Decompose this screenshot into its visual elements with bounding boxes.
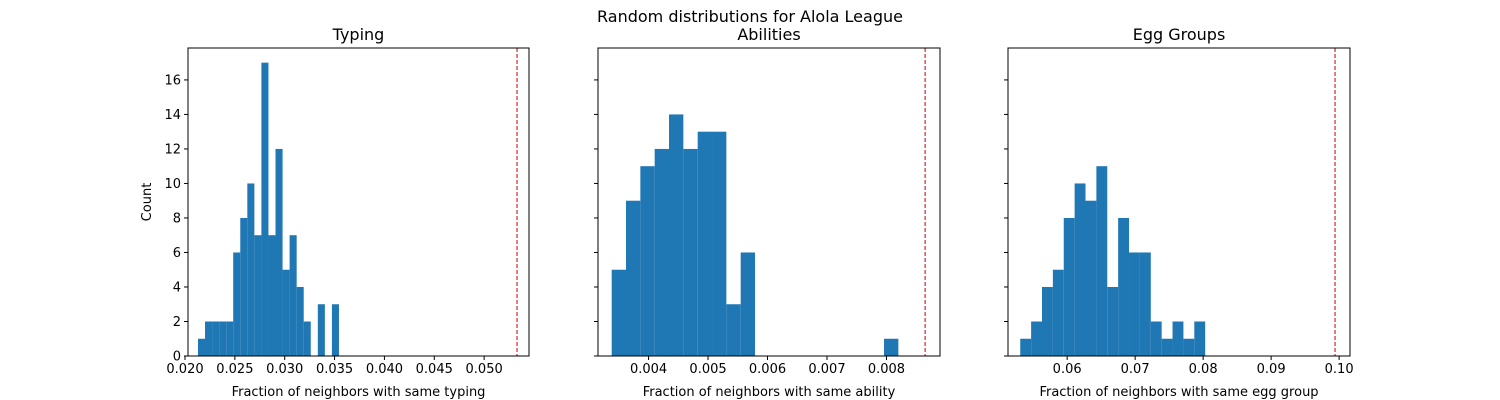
x-tick-label: 0.10 — [1325, 362, 1354, 377]
histogram-bar — [1042, 286, 1053, 356]
x-tick-label: 0.008 — [868, 362, 905, 377]
axes-frame — [1007, 47, 1351, 357]
x-tick-label: 0.07 — [1121, 362, 1150, 377]
histogram-bar — [611, 269, 627, 356]
histogram-bar — [1118, 217, 1130, 356]
panel-title: Typing — [332, 25, 385, 44]
panels-group: 0.020 0.025 0.030 0.035 0.040 0.045 0.050 0 2 4 6 8… — [140, 25, 1354, 400]
panel-title: Abilities — [737, 25, 800, 44]
x-tick-label: 0.025 — [216, 362, 253, 377]
y-tick-label: 12 — [164, 142, 181, 157]
panel-title: Egg Groups — [1133, 25, 1226, 44]
histogram-bar — [303, 321, 311, 356]
x-tick-label: 0.004 — [630, 362, 667, 377]
histogram-bar — [212, 321, 220, 356]
y-tick-label: 8 — [173, 211, 181, 226]
histogram-bar — [317, 304, 325, 356]
x-tick-label: 0.09 — [1257, 362, 1286, 377]
histogram-bar — [268, 235, 276, 356]
histogram-bar — [261, 62, 269, 357]
histogram-bar — [626, 200, 641, 356]
histogram-bar — [1194, 321, 1206, 356]
axes-frame — [187, 47, 530, 357]
x-tick-label: 0.030 — [266, 362, 303, 377]
x-axis-label: Fraction of neighbors with same ability — [643, 385, 896, 400]
histogram-bar — [712, 131, 727, 356]
histogram-bar — [331, 304, 339, 356]
histogram-bar — [654, 148, 670, 356]
histogram-bar — [683, 148, 698, 356]
histogram-bar — [1129, 252, 1140, 356]
histogram-bar — [1085, 200, 1097, 356]
histogram-bar — [884, 338, 899, 356]
histogram-bar — [254, 235, 262, 356]
histogram-bar — [669, 114, 684, 357]
y-tick-label: 2 — [173, 315, 181, 330]
y-tick-label: 16 — [164, 73, 181, 88]
histogram-bar — [1161, 338, 1173, 356]
histogram-bar — [205, 321, 213, 356]
y-axis-label: Count — [140, 183, 155, 222]
x-tick-label: 0.045 — [416, 362, 453, 377]
figure-title: Random distributions for Alola League — [597, 7, 903, 26]
x-tick-label: 0.08 — [1189, 362, 1218, 377]
histogram-bar — [233, 252, 241, 356]
histogram-bar — [282, 269, 290, 356]
histogram-bar — [1172, 321, 1184, 356]
histogram-bar — [197, 338, 206, 356]
histogram-bar — [1020, 338, 1032, 356]
x-tick-label: 0.006 — [749, 362, 786, 377]
histogram-bar — [247, 183, 255, 356]
histogram-bar — [1150, 321, 1162, 356]
histogram-bar — [740, 252, 756, 356]
histogram-bar — [275, 148, 283, 356]
histogram-bar — [1031, 321, 1042, 356]
x-tick-label: 0.040 — [366, 362, 403, 377]
y-tick-label: 6 — [173, 246, 181, 261]
x-axis-label: Fraction of neighbors with same egg grou… — [1039, 385, 1318, 400]
histogram-bar — [219, 321, 227, 356]
histogram-bar — [226, 321, 234, 356]
histogram-bar — [1063, 217, 1075, 356]
x-tick-label: 0.020 — [166, 362, 203, 377]
histogram-bar — [1183, 338, 1195, 356]
x-tick-label: 0.007 — [808, 362, 845, 377]
histogram-bar — [640, 166, 655, 356]
y-tick-label: 4 — [173, 280, 181, 295]
x-tick-label: 0.005 — [689, 362, 726, 377]
histogram-bar — [697, 131, 713, 356]
chart-panel-3: 0.06 0.07 0.08 0.09 0.10 Egg Groups Fraction o… — [1004, 25, 1354, 400]
y-tick-label: 10 — [164, 177, 181, 192]
histogram-bar — [1074, 183, 1086, 356]
histogram-bar — [289, 235, 297, 356]
histogram-bar — [1107, 286, 1119, 356]
histogram-bar — [726, 304, 741, 356]
axes-frame — [597, 47, 941, 357]
x-tick-label: 0.035 — [316, 362, 353, 377]
histogram-bar — [240, 217, 248, 356]
chart-panel-2: 0.004 0.005 0.006 0.007 0.008 Abilities Fracti… — [594, 25, 941, 400]
x-tick-label: 0.06 — [1053, 362, 1082, 377]
histogram-bar — [296, 286, 304, 356]
x-tick-label: 0.050 — [466, 362, 503, 377]
histogram-bar — [1052, 269, 1064, 356]
y-tick-label: 0 — [173, 350, 181, 365]
histogram-bar — [1139, 252, 1151, 356]
histogram-bar — [1096, 166, 1108, 356]
y-tick-label: 14 — [164, 108, 181, 123]
chart-panel-1: 0.020 0.025 0.030 0.035 0.040 0.045 0.050 0 2 4 6 8… — [140, 25, 530, 400]
x-axis-label: Fraction of neighbors with same typing — [232, 385, 486, 400]
